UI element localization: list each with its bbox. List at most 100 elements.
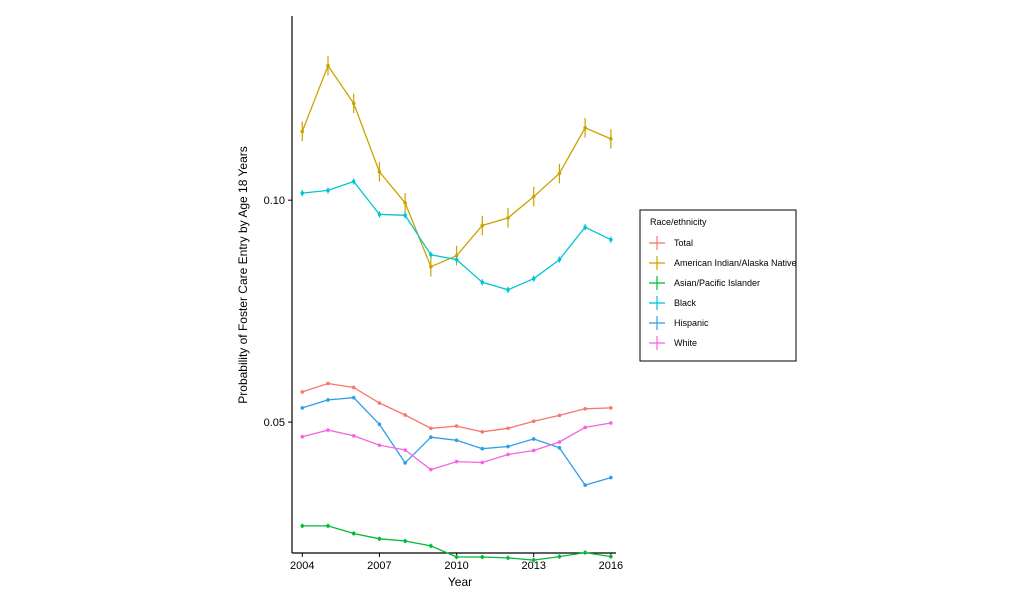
data-point (326, 428, 330, 432)
series-5 (300, 421, 613, 472)
x-tick-label: 2004 (290, 560, 314, 572)
data-point (609, 137, 613, 141)
data-point (506, 426, 510, 431)
legend-label: Black (674, 298, 697, 308)
legend-box (639, 209, 797, 362)
data-point (480, 223, 485, 228)
x-axis-title: Year (448, 575, 472, 589)
data-point (429, 467, 433, 472)
data-point (506, 216, 510, 220)
legend-item: White (649, 336, 697, 350)
data-point (557, 440, 562, 444)
data-point (480, 555, 485, 559)
data-point (480, 430, 485, 434)
data-point (531, 558, 536, 562)
data-point (403, 461, 407, 465)
y-tick-label: 0.10 (264, 195, 285, 207)
data-point (351, 395, 356, 400)
data-point (300, 191, 305, 195)
data-point (506, 288, 510, 292)
data-point (454, 253, 459, 258)
data-point (609, 421, 613, 425)
data-point (506, 444, 510, 449)
data-point (583, 550, 587, 555)
data-point (403, 213, 407, 218)
x-tick-label: 2007 (367, 560, 391, 572)
data-point (377, 422, 382, 427)
data-point (351, 434, 356, 438)
data-point (557, 413, 562, 418)
data-point (583, 406, 587, 411)
data-point (609, 475, 613, 480)
x-tick-label: 2013 (521, 560, 545, 572)
data-point (351, 179, 356, 184)
series-3 (300, 178, 613, 293)
legend-title: Race/ethnicity (650, 217, 707, 227)
series-4 (300, 395, 613, 487)
data-point (583, 126, 587, 130)
data-point (429, 544, 433, 548)
legend-item: Asian/Pacific Islander (649, 276, 760, 290)
data-point (531, 194, 536, 199)
series-line (302, 180, 612, 291)
data-point (557, 257, 562, 262)
data-point (531, 437, 536, 441)
legend-item: American Indian/Alaska Native (649, 256, 797, 270)
data-point (377, 443, 382, 447)
legend-label: Hispanic (674, 318, 709, 328)
data-point (480, 460, 485, 465)
series-0 (300, 381, 613, 434)
data-point (326, 381, 330, 386)
data-point (454, 438, 459, 443)
data-point (557, 171, 562, 176)
legend-label: White (674, 338, 697, 348)
legend: Race/ethnicity Total American Indian/Alas… (639, 209, 797, 362)
x-tick-label: 2010 (444, 560, 468, 572)
y-ticks: 0.05 0.10 (264, 195, 292, 429)
data-point (609, 406, 613, 410)
data-point (377, 401, 382, 405)
data-point (403, 539, 407, 543)
y-tick-label: 0.05 (264, 417, 285, 429)
data-point (326, 398, 330, 402)
data-point (300, 434, 305, 439)
series-line (301, 64, 612, 268)
data-point (531, 419, 536, 423)
data-point (429, 252, 433, 257)
data-point (351, 385, 356, 390)
data-point (403, 201, 407, 205)
legend-label: Total (674, 238, 693, 248)
data-point (583, 225, 587, 230)
legend-item: Black (649, 296, 697, 310)
x-tick-label: 2016 (599, 560, 623, 572)
data-point (429, 426, 433, 431)
data-point (531, 448, 536, 453)
series-layer (300, 55, 613, 563)
data-point (326, 63, 330, 68)
data-point (454, 555, 459, 559)
data-point (583, 425, 587, 430)
data-point (300, 406, 305, 410)
data-point (351, 101, 356, 106)
data-point (351, 531, 356, 536)
legend-items: Total American Indian/Alaska Native Asian/… (649, 236, 797, 350)
data-point (377, 212, 382, 217)
legend-item: Total (649, 236, 693, 250)
data-point (429, 264, 433, 269)
data-point (531, 276, 536, 281)
legend-label: American Indian/Alaska Native (674, 258, 797, 268)
data-point (557, 446, 562, 450)
data-point (609, 554, 613, 559)
data-point (480, 446, 485, 451)
data-point (506, 452, 510, 457)
data-point (454, 459, 459, 464)
data-point (583, 483, 587, 487)
data-point (429, 435, 433, 439)
legend-item: Hispanic (649, 316, 709, 330)
data-point (454, 424, 459, 428)
data-point (403, 413, 407, 417)
data-point (326, 524, 330, 528)
data-point (403, 448, 407, 452)
data-point (300, 390, 305, 394)
